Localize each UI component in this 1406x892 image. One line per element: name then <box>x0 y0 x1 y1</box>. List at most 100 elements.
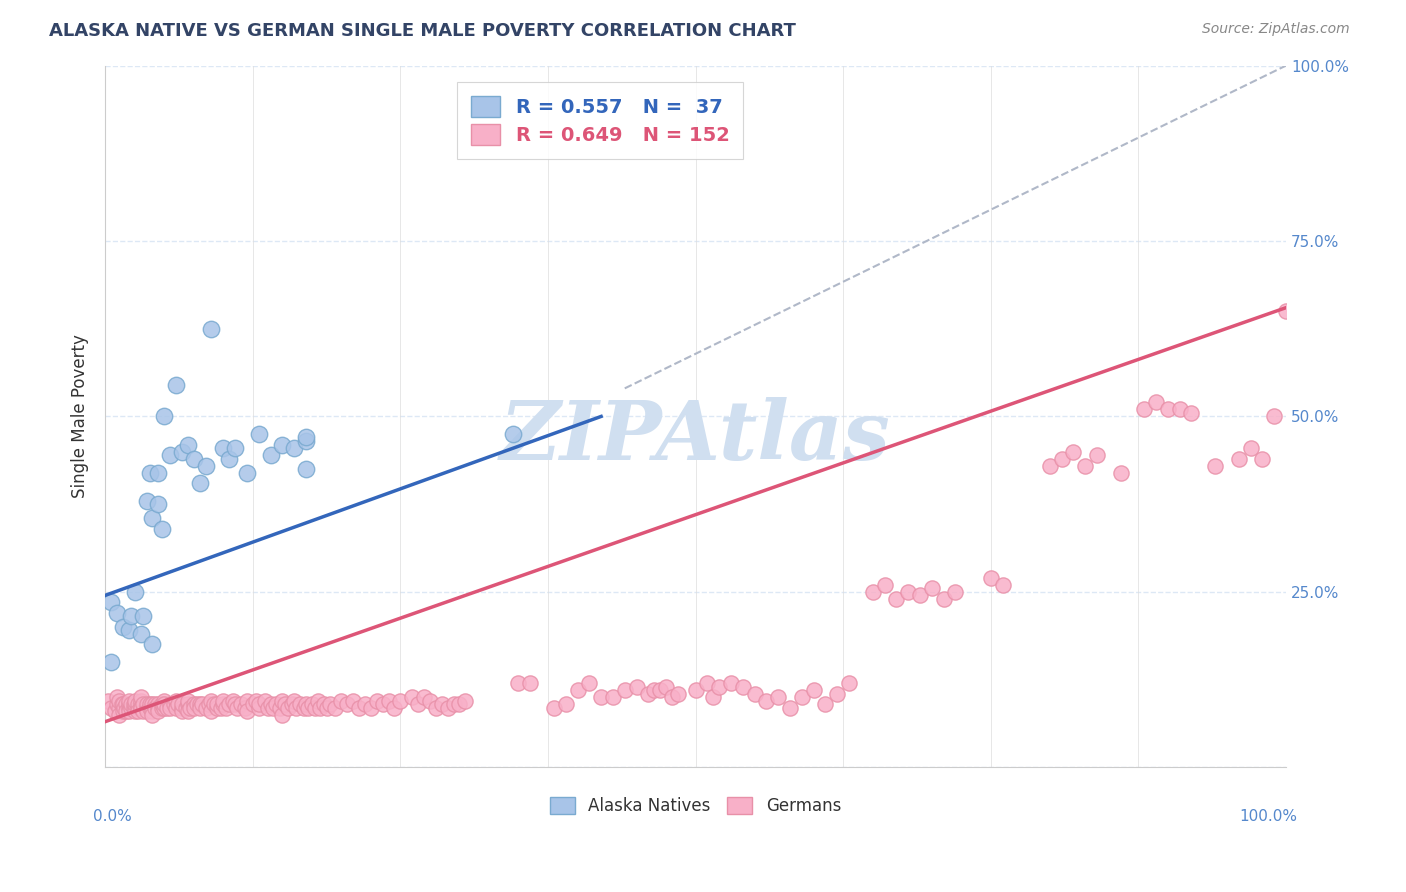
Point <box>132 609 155 624</box>
Point <box>1039 458 1062 473</box>
Point <box>108 707 131 722</box>
Point <box>436 700 458 714</box>
Point <box>141 704 163 718</box>
Point <box>502 427 524 442</box>
Point <box>242 697 264 711</box>
Point <box>111 697 134 711</box>
Point <box>413 690 436 705</box>
Point <box>262 700 284 714</box>
Point <box>259 448 281 462</box>
Point <box>143 697 166 711</box>
Point <box>165 693 187 707</box>
Point <box>316 700 339 714</box>
Point <box>198 697 221 711</box>
Point <box>921 582 943 596</box>
Point <box>295 462 318 476</box>
Point <box>118 693 141 707</box>
Point <box>150 522 173 536</box>
Text: 0.0%: 0.0% <box>93 809 132 824</box>
Point <box>150 697 173 711</box>
Point <box>233 700 256 714</box>
Point <box>419 693 441 707</box>
Point <box>360 700 382 714</box>
Point <box>1157 402 1180 417</box>
Point <box>183 451 205 466</box>
Point <box>167 697 190 711</box>
Point <box>1263 409 1285 424</box>
Point <box>124 697 146 711</box>
Point <box>932 591 955 606</box>
Point <box>312 697 335 711</box>
Point <box>170 704 193 718</box>
Point <box>567 683 589 698</box>
Point <box>200 322 222 336</box>
Point <box>336 697 359 711</box>
Point <box>307 693 329 707</box>
Point <box>266 697 288 711</box>
Point <box>943 585 966 599</box>
Point <box>186 697 208 711</box>
Point <box>148 700 170 714</box>
Point <box>449 697 471 711</box>
Point <box>122 700 145 714</box>
Point <box>163 697 186 711</box>
Point <box>519 676 541 690</box>
Point <box>297 700 319 714</box>
Point <box>709 680 731 694</box>
Point <box>862 585 884 599</box>
Point <box>236 466 259 480</box>
Point <box>135 493 157 508</box>
Point <box>908 588 931 602</box>
Point <box>271 437 294 451</box>
Point <box>655 680 678 694</box>
Point <box>111 704 134 718</box>
Point <box>118 700 141 714</box>
Point <box>129 697 152 711</box>
Point <box>104 704 127 718</box>
Point <box>247 700 270 714</box>
Point <box>212 697 235 711</box>
Point <box>295 697 318 711</box>
Y-axis label: Single Male Poverty: Single Male Poverty <box>72 334 89 499</box>
Point <box>779 700 801 714</box>
Point <box>884 591 907 606</box>
Point <box>696 676 718 690</box>
Point <box>283 693 305 707</box>
Point <box>768 690 790 705</box>
Point <box>991 578 1014 592</box>
Point <box>1227 451 1250 466</box>
Point <box>330 693 353 707</box>
Point <box>129 700 152 714</box>
Point <box>406 697 429 711</box>
Point <box>354 697 377 711</box>
Point <box>897 585 920 599</box>
Point <box>755 693 778 707</box>
Point <box>122 697 145 711</box>
Point <box>1180 406 1202 420</box>
Point <box>207 697 229 711</box>
Point <box>127 700 149 714</box>
Point <box>165 700 187 714</box>
Point <box>253 693 276 707</box>
Point <box>301 697 323 711</box>
Point <box>115 697 138 711</box>
Point <box>129 693 152 707</box>
Point <box>150 700 173 714</box>
Point <box>120 697 142 711</box>
Point <box>218 451 240 466</box>
Point <box>194 700 217 714</box>
Point <box>141 697 163 711</box>
Point <box>304 700 326 714</box>
Point <box>183 700 205 714</box>
Point <box>1168 402 1191 417</box>
Point <box>207 700 229 714</box>
Point <box>229 697 252 711</box>
Point <box>803 683 825 698</box>
Point <box>148 497 170 511</box>
Point <box>389 693 412 707</box>
Point <box>295 430 318 444</box>
Point <box>591 690 613 705</box>
Point <box>1251 451 1274 466</box>
Point <box>132 704 155 718</box>
Point <box>283 441 305 455</box>
